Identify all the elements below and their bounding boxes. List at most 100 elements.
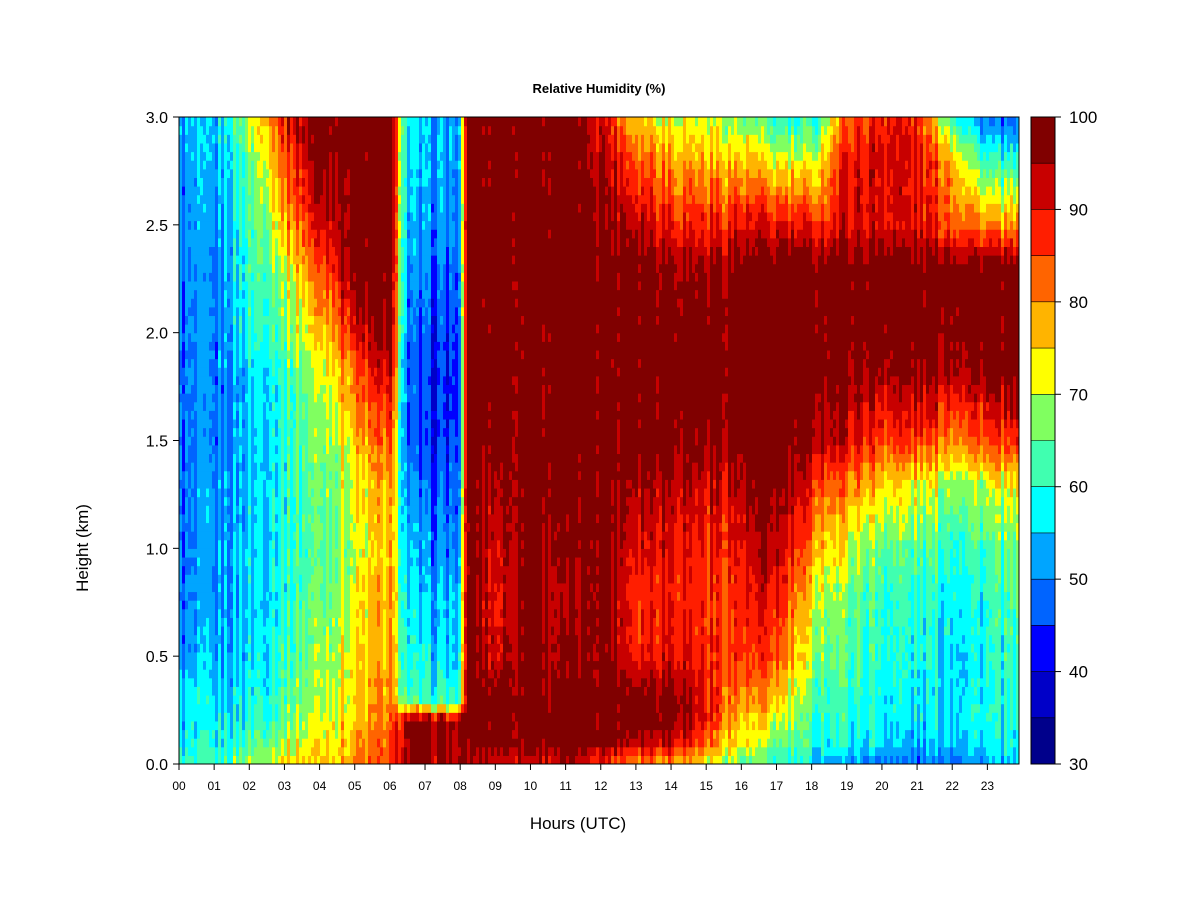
rh-cell — [209, 384, 213, 394]
rh-cell — [191, 617, 195, 627]
rh-cell — [185, 117, 189, 127]
rh-cell — [188, 177, 192, 187]
rh-cell — [221, 436, 225, 446]
rh-cell — [194, 384, 198, 394]
rh-cell — [221, 272, 225, 282]
rh-cell — [185, 600, 189, 610]
rh-cell — [215, 289, 219, 299]
rh-cell — [191, 556, 195, 567]
rh-cell — [188, 582, 192, 593]
rh-cell — [194, 358, 198, 368]
rh-cell — [197, 358, 201, 368]
rh-cell — [221, 694, 225, 705]
rh-cell — [209, 505, 213, 515]
rh-cell — [185, 289, 189, 299]
rh-cell — [218, 720, 222, 731]
rh-cell — [194, 393, 198, 403]
rh-cell — [209, 539, 213, 549]
rh-cell — [215, 755, 219, 764]
rh-cell — [200, 703, 204, 713]
rh-cell — [197, 349, 201, 360]
rh-cell — [197, 703, 201, 713]
rh-cell — [212, 643, 216, 653]
rh-cell — [221, 393, 225, 403]
rh-cell — [197, 643, 201, 653]
rh-cell — [218, 229, 222, 239]
rh-cell — [194, 444, 198, 455]
rh-cell — [197, 246, 201, 256]
rh-cell — [197, 487, 201, 498]
rh-cell — [209, 600, 213, 610]
rh-cell — [212, 651, 216, 662]
rh-cell — [182, 255, 186, 265]
rh-cell — [209, 177, 213, 187]
rh-cell — [188, 669, 192, 679]
rh-cell — [221, 574, 225, 584]
rh-cell — [203, 487, 207, 498]
rh-cell — [182, 298, 186, 308]
rh-cell — [179, 332, 183, 342]
rh-cell — [218, 548, 222, 558]
rh-cell — [194, 643, 198, 653]
rh-cell — [188, 548, 192, 558]
rh-cell — [191, 487, 195, 498]
rh-cell — [194, 556, 198, 567]
rh-cell — [206, 755, 210, 764]
rh-cell — [212, 280, 216, 291]
rh-cell — [191, 669, 195, 679]
rh-cell — [218, 617, 222, 627]
rh-cell — [209, 548, 213, 558]
rh-cell — [206, 203, 210, 213]
rh-cell — [185, 280, 189, 291]
rh-cell — [209, 513, 213, 524]
rh-cell — [206, 453, 210, 463]
rh-cell — [182, 669, 186, 679]
rh-cell — [182, 505, 186, 515]
rh-cell — [218, 168, 222, 178]
rh-cell — [194, 186, 198, 196]
rh-cell — [206, 401, 210, 411]
rh-cell — [182, 712, 186, 722]
rh-cell — [218, 349, 222, 360]
rh-cell — [194, 280, 198, 291]
rh-cell — [206, 410, 210, 420]
rh-cell — [200, 349, 204, 360]
rh-cell — [221, 720, 225, 731]
rh-cell — [200, 341, 204, 351]
rh-cell — [191, 211, 195, 222]
rh-cell — [197, 134, 201, 144]
rh-cell — [212, 263, 216, 273]
rh-cell — [200, 393, 204, 403]
rh-cell — [218, 220, 222, 230]
rh-cell — [206, 565, 210, 575]
rh-cell — [221, 142, 225, 153]
rh-cell — [179, 418, 183, 429]
rh-cell — [179, 669, 183, 679]
rh-cell — [197, 591, 201, 601]
rh-cell — [209, 582, 213, 593]
rh-cell — [206, 539, 210, 549]
rh-cell — [191, 444, 195, 455]
rh-cell — [191, 151, 195, 161]
rh-cell — [215, 703, 219, 713]
rh-cell — [203, 237, 207, 247]
rh-cell — [197, 496, 201, 506]
rh-cell — [185, 505, 189, 515]
rh-cell — [191, 177, 195, 187]
rh-cell — [215, 324, 219, 334]
rh-cell — [197, 367, 201, 377]
rh-cell — [179, 746, 183, 756]
rh-cell — [197, 729, 201, 739]
rh-cell — [218, 574, 222, 584]
rh-cell — [188, 401, 192, 411]
rh-cell — [209, 194, 213, 204]
rh-cell — [200, 280, 204, 291]
rh-cell — [209, 168, 213, 178]
rh-cell — [191, 539, 195, 549]
rh-cell — [179, 341, 183, 351]
rh-cell — [203, 669, 207, 679]
rh-cell — [188, 280, 192, 291]
rh-cell — [200, 410, 204, 420]
rh-cell — [221, 608, 225, 618]
rh-cell — [194, 418, 198, 429]
